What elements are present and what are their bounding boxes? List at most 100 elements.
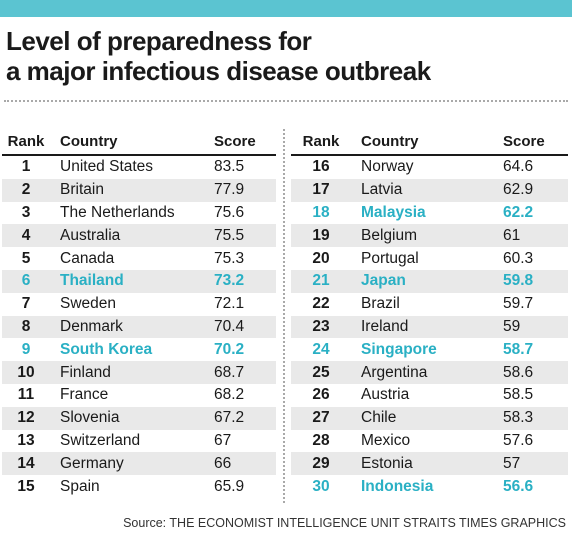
country-cell: Spain (60, 477, 100, 495)
rank-cell: 6 (21, 272, 31, 290)
country-cell: Indonesia (361, 477, 434, 495)
accent-bar (0, 0, 572, 17)
table-row: 22 Brazil 59.7 (291, 293, 568, 316)
ranking-table-right: Rank Country Score 16 Norway 64.6 17 Latvia 6… (291, 129, 568, 498)
title-divider (4, 100, 568, 102)
country-cell: South Korea (60, 340, 153, 358)
rank-cell: 11 (17, 386, 35, 404)
score-cell: 60.3 (503, 249, 534, 267)
score-cell: 72.1 (214, 295, 245, 313)
score-cell: 75.5 (214, 226, 245, 244)
table-row: 30 Indonesia 56.6 (291, 475, 568, 498)
country-cell: Norway (361, 158, 414, 176)
country-cell: Singapore (361, 340, 437, 358)
rank-cell: 7 (21, 295, 31, 313)
table-row: 19 Belgium 61 (291, 224, 568, 248)
column-divider (283, 129, 285, 503)
table-row: 6 Thailand 73.2 (2, 269, 276, 293)
rank-cell: 22 (312, 295, 330, 313)
table-row: 10 Finland 68.7 (2, 361, 276, 384)
header-rank: Rank (7, 133, 45, 150)
table-row: 8 Denmark 70.4 (2, 315, 276, 339)
rank-cell: 12 (17, 409, 35, 427)
rank-cell: 3 (21, 203, 31, 221)
title-line-2: a major infectious disease outbreak (6, 56, 431, 86)
score-cell: 56.6 (503, 477, 534, 495)
score-cell: 70.2 (214, 340, 245, 358)
table-row: 23 Ireland 59 (291, 315, 568, 339)
score-cell: 68.2 (214, 386, 245, 404)
country-cell: Estonia (361, 454, 413, 472)
country-cell: Finland (60, 363, 111, 381)
score-cell: 77.9 (214, 181, 245, 199)
header-score: Score (214, 133, 256, 150)
table-row: 15 Spain 65.9 (2, 475, 276, 498)
table-row: 25 Argentina 58.6 (291, 361, 568, 384)
rank-cell: 24 (312, 340, 330, 358)
rank-cell: 4 (21, 226, 31, 244)
score-cell: 67.2 (214, 409, 245, 427)
header-score: Score (503, 133, 545, 150)
score-cell: 59 (503, 317, 521, 335)
score-cell: 66 (214, 454, 232, 472)
rank-cell: 9 (21, 340, 31, 358)
header-rank: Rank (302, 133, 340, 150)
country-cell: Australia (60, 226, 121, 244)
country-cell: Switzerland (60, 431, 141, 449)
header-country: Country (60, 133, 118, 150)
ranking-table-left: Rank Country Score 1 United States 83.5 2 Br… (2, 129, 276, 498)
table-row: 27 Chile 58.3 (291, 406, 568, 430)
rank-cell: 18 (312, 203, 330, 221)
table-row: 24 Singapore 58.7 (291, 338, 568, 361)
score-cell: 57 (503, 454, 521, 472)
table-row: 9 South Korea 70.2 (2, 338, 276, 361)
rank-cell: 13 (17, 431, 35, 449)
score-cell: 62.2 (503, 203, 534, 221)
rank-cell: 25 (312, 363, 330, 381)
title-line-1: Level of preparedness for (6, 26, 312, 56)
table-row: 18 Malaysia 62.2 (291, 202, 568, 225)
score-cell: 75.6 (214, 203, 245, 221)
score-cell: 70.4 (214, 317, 245, 335)
rank-cell: 16 (312, 158, 330, 176)
score-cell: 59.8 (503, 272, 534, 290)
country-cell: Latvia (361, 181, 403, 199)
country-cell: Chile (361, 409, 397, 427)
rank-cell: 20 (312, 249, 330, 267)
table-row: 17 Latvia 62.9 (291, 178, 568, 202)
table-row: 3 The Netherlands 75.6 (2, 202, 276, 225)
score-cell: 75.3 (214, 249, 245, 267)
country-cell: Belgium (361, 226, 417, 244)
rank-cell: 28 (312, 431, 330, 449)
table-row: 4 Australia 75.5 (2, 224, 276, 248)
table-row: 1 United States 83.5 (2, 156, 276, 179)
score-cell: 61 (503, 226, 521, 244)
country-cell: Argentina (361, 363, 428, 381)
table-row: 20 Portugal 60.3 (291, 247, 568, 270)
country-cell: Denmark (60, 317, 123, 335)
rank-cell: 15 (17, 477, 35, 495)
country-cell: France (60, 386, 109, 404)
table-header: Rank Country Score (2, 129, 276, 156)
table-row: 28 Mexico 57.6 (291, 430, 568, 453)
rank-cell: 10 (17, 363, 35, 381)
score-cell: 68.7 (214, 363, 245, 381)
rank-cell: 5 (21, 249, 31, 267)
rank-cell: 14 (17, 454, 35, 472)
rank-cell: 21 (312, 272, 330, 290)
score-cell: 58.3 (503, 409, 534, 427)
score-cell: 67 (214, 431, 232, 449)
country-cell: Malaysia (361, 203, 426, 221)
country-cell: Portugal (361, 249, 419, 267)
table-row: 7 Sweden 72.1 (2, 293, 276, 316)
country-cell: Thailand (60, 272, 124, 290)
table-row: 13 Switzerland 67 (2, 430, 276, 453)
rank-cell: 30 (312, 477, 330, 495)
score-cell: 58.5 (503, 386, 534, 404)
country-cell: Britain (60, 181, 104, 199)
rank-cell: 23 (312, 317, 330, 335)
table-row: 21 Japan 59.8 (291, 269, 568, 293)
table-row: 16 Norway 64.6 (291, 156, 568, 179)
country-cell: Japan (361, 272, 406, 290)
country-cell: The Netherlands (60, 203, 175, 221)
